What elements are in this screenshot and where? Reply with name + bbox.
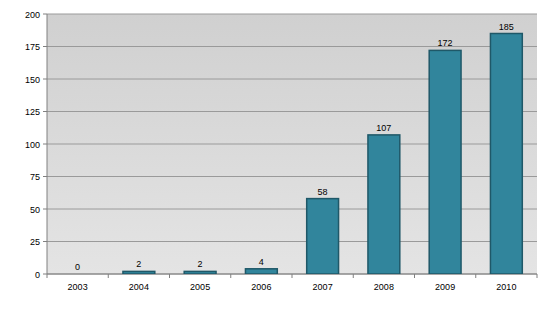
bar xyxy=(245,269,277,274)
x-tick xyxy=(108,274,109,278)
data-label: 172 xyxy=(438,38,453,48)
data-label: 58 xyxy=(318,187,328,197)
tick-label: 50 xyxy=(30,205,40,215)
grid-line xyxy=(47,111,537,112)
data-label: 2 xyxy=(198,259,203,269)
tick-mark xyxy=(43,46,47,47)
bars xyxy=(123,34,522,275)
tick-mark xyxy=(43,111,47,112)
tick-mark xyxy=(43,241,47,242)
plot-area xyxy=(47,14,537,274)
category-label: 2004 xyxy=(129,282,149,292)
x-tick xyxy=(292,274,293,278)
tick-mark xyxy=(43,79,47,80)
x-tick xyxy=(414,274,415,278)
data-label: 107 xyxy=(376,123,391,133)
category-label: 2006 xyxy=(251,282,271,292)
bar xyxy=(123,271,155,274)
category-label: 2009 xyxy=(435,282,455,292)
tick-mark xyxy=(43,144,47,145)
bar xyxy=(429,50,461,274)
category-label: 2007 xyxy=(313,282,333,292)
bar xyxy=(368,135,400,274)
x-tick xyxy=(475,274,476,278)
data-label: 185 xyxy=(499,22,514,32)
grid-line xyxy=(47,14,537,15)
bar xyxy=(307,199,339,274)
grid-line xyxy=(47,46,537,47)
grid-line xyxy=(47,144,537,145)
tick-label: 175 xyxy=(25,42,40,52)
category-label: 2005 xyxy=(190,282,210,292)
y-axis xyxy=(47,14,48,274)
bar xyxy=(490,34,522,275)
chart: 0 25 50 75 100 125 150 175 200 0 2 2 4 58 107 172 185 200… xyxy=(0,0,550,314)
tick-label: 100 xyxy=(25,140,40,150)
x-tick xyxy=(47,274,48,278)
tick-mark xyxy=(43,209,47,210)
data-label: 4 xyxy=(259,257,264,267)
tick-label: 25 xyxy=(30,237,40,247)
grid-line xyxy=(47,176,537,177)
tick-label: 75 xyxy=(30,172,40,182)
tick-label: 125 xyxy=(25,107,40,117)
grid-line xyxy=(47,79,537,80)
tick-mark xyxy=(43,14,47,15)
bar xyxy=(184,271,216,274)
data-label: 2 xyxy=(136,259,141,269)
tick-label: 0 xyxy=(35,270,40,280)
tick-mark xyxy=(43,274,47,275)
category-label: 2008 xyxy=(374,282,394,292)
x-tick xyxy=(353,274,354,278)
x-tick xyxy=(169,274,170,278)
tick-label: 200 xyxy=(25,10,40,20)
grid-line xyxy=(47,209,537,210)
category-label: 2003 xyxy=(68,282,88,292)
bar xyxy=(62,273,94,274)
tick-label: 150 xyxy=(25,75,40,85)
data-label: 0 xyxy=(75,262,80,272)
x-tick xyxy=(537,274,538,278)
tick-mark xyxy=(43,176,47,177)
grid-line xyxy=(47,241,537,242)
x-tick xyxy=(230,274,231,278)
category-label: 2010 xyxy=(496,282,516,292)
